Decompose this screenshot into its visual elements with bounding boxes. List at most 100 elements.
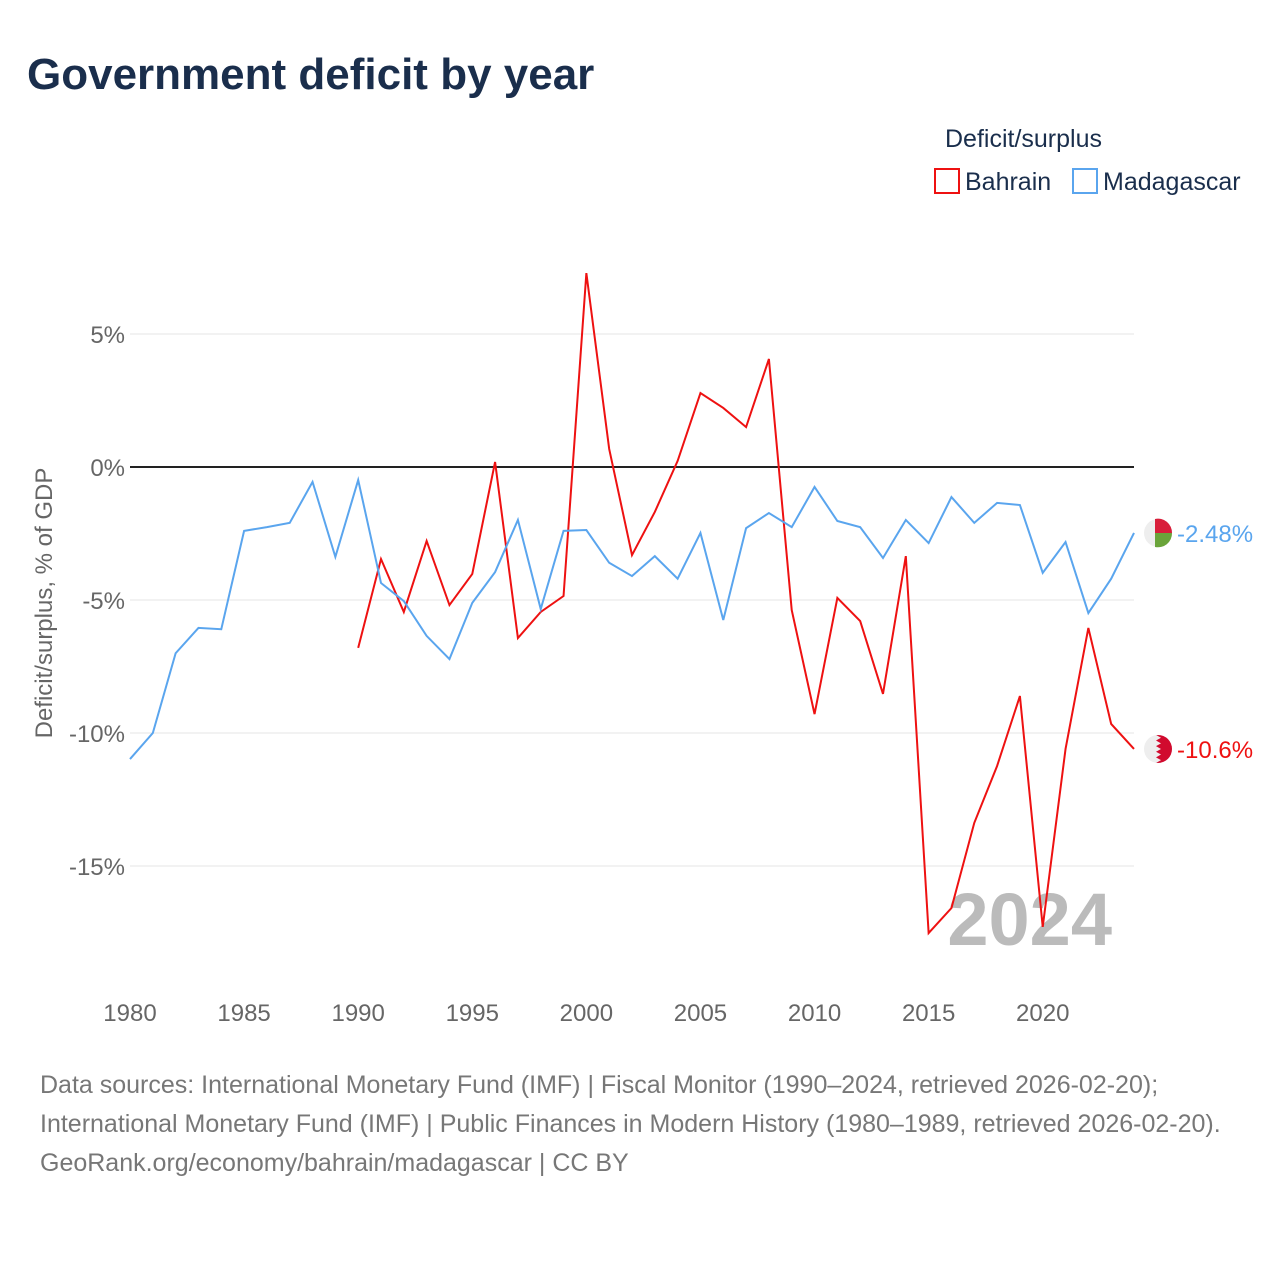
end-label-bahrain: -10.6% (1177, 737, 1253, 764)
data-point-madagascar[interactable] (241, 528, 247, 534)
data-point-madagascar[interactable] (332, 554, 338, 560)
data-point-madagascar[interactable] (446, 656, 452, 662)
data-point-bahrain[interactable] (971, 820, 977, 826)
legend-label-bahrain: Bahrain (965, 168, 1051, 196)
data-point-bahrain[interactable] (1108, 721, 1114, 727)
y-axis-label: Deficit/surplus, % of GDP (31, 468, 58, 739)
data-point-madagascar[interactable] (150, 730, 156, 736)
data-point-bahrain[interactable] (606, 446, 612, 452)
data-point-madagascar[interactable] (812, 484, 818, 490)
x-tick-label: 1995 (446, 1000, 499, 1027)
x-tick-label: 2020 (1016, 1000, 1069, 1027)
data-point-madagascar[interactable] (834, 518, 840, 524)
data-point-madagascar[interactable] (378, 580, 384, 586)
sources-text: Data sources: International Monetary Fun… (40, 1071, 1221, 1138)
data-point-bahrain[interactable] (446, 602, 452, 608)
legend-title: Deficit/surplus (945, 125, 1102, 153)
data-point-madagascar[interactable] (195, 625, 201, 631)
year-watermark: 2024 (947, 878, 1112, 961)
data-point-madagascar[interactable] (1017, 502, 1023, 508)
data-point-madagascar[interactable] (903, 517, 909, 523)
data-point-madagascar[interactable] (287, 520, 293, 526)
data-point-madagascar[interactable] (1108, 576, 1114, 582)
data-point-madagascar[interactable] (310, 479, 316, 485)
data-point-bahrain[interactable] (355, 645, 361, 651)
data-point-bahrain[interactable] (401, 609, 407, 615)
data-point-madagascar[interactable] (561, 528, 567, 534)
data-point-madagascar[interactable] (583, 527, 589, 533)
data-point-bahrain[interactable] (697, 390, 703, 396)
data-point-madagascar[interactable] (469, 600, 475, 606)
data-point-bahrain[interactable] (812, 711, 818, 717)
data-point-bahrain[interactable] (766, 356, 772, 362)
data-point-madagascar[interactable] (606, 560, 612, 566)
data-point-madagascar[interactable] (424, 633, 430, 639)
data-point-madagascar[interactable] (355, 477, 361, 483)
data-point-bahrain[interactable] (629, 552, 635, 558)
data-point-madagascar[interactable] (743, 525, 749, 531)
data-point-bahrain[interactable] (1085, 625, 1091, 631)
data-point-madagascar[interactable] (1085, 610, 1091, 616)
data-point-madagascar[interactable] (697, 530, 703, 536)
data-point-madagascar[interactable] (971, 520, 977, 526)
chart-title: Government deficit by year (27, 50, 595, 99)
data-point-bahrain[interactable] (515, 635, 521, 641)
legend-madagascar[interactable]: Madagascar (1072, 168, 1241, 196)
data-point-madagascar[interactable] (948, 494, 954, 500)
data-point-madagascar[interactable] (492, 569, 498, 575)
data-point-madagascar[interactable] (994, 500, 1000, 506)
data-point-madagascar[interactable] (173, 650, 179, 656)
data-point-bahrain[interactable] (675, 458, 681, 464)
data-point-madagascar[interactable] (264, 524, 270, 530)
data-point-madagascar[interactable] (1040, 570, 1046, 576)
data-point-bahrain[interactable] (857, 618, 863, 624)
data-point-madagascar[interactable] (675, 576, 681, 582)
legend-swatch-madagascar (1072, 168, 1098, 194)
data-point-bahrain[interactable] (424, 538, 430, 544)
data-point-bahrain[interactable] (834, 595, 840, 601)
data-point-bahrain[interactable] (1063, 746, 1069, 752)
data-point-bahrain[interactable] (378, 556, 384, 562)
x-tick-label: 2000 (560, 1000, 613, 1027)
data-point-bahrain[interactable] (469, 571, 475, 577)
data-point-bahrain[interactable] (880, 691, 886, 697)
y-tick-label: -15% (69, 854, 125, 881)
data-point-bahrain[interactable] (1040, 924, 1046, 930)
y-tick-label: -5% (82, 588, 125, 615)
data-point-bahrain[interactable] (1131, 746, 1137, 752)
data-point-madagascar[interactable] (629, 573, 635, 579)
legend-label-madagascar: Madagascar (1103, 168, 1241, 196)
data-point-madagascar[interactable] (720, 617, 726, 623)
data-point-bahrain[interactable] (789, 607, 795, 613)
data-point-madagascar[interactable] (1063, 539, 1069, 545)
data-point-bahrain[interactable] (492, 459, 498, 465)
data-point-madagascar[interactable] (789, 524, 795, 530)
data-point-madagascar[interactable] (218, 626, 224, 632)
data-point-bahrain[interactable] (994, 763, 1000, 769)
data-point-madagascar[interactable] (538, 606, 544, 612)
data-point-madagascar[interactable] (652, 553, 658, 559)
data-point-madagascar[interactable] (880, 555, 886, 561)
series-line-bahrain[interactable] (357, 272, 1135, 936)
data-point-bahrain[interactable] (561, 593, 567, 599)
data-point-madagascar[interactable] (857, 524, 863, 530)
data-point-bahrain[interactable] (743, 424, 749, 430)
data-point-bahrain[interactable] (583, 270, 589, 276)
data-point-madagascar[interactable] (1131, 530, 1137, 536)
data-point-madagascar[interactable] (515, 517, 521, 523)
data-point-bahrain[interactable] (1017, 693, 1023, 699)
data-point-bahrain[interactable] (720, 405, 726, 411)
legend-bahrain[interactable]: Bahrain (934, 168, 1051, 196)
x-tick-label: 1985 (217, 1000, 270, 1027)
credit-link[interactable]: GeoRank.org/economy/bahrain/madagascar |… (40, 1149, 629, 1177)
flag-bahrain-icon (1144, 734, 1172, 763)
data-point-bahrain[interactable] (652, 509, 658, 515)
data-point-bahrain[interactable] (948, 905, 954, 911)
data-point-madagascar[interactable] (926, 540, 932, 546)
data-point-bahrain[interactable] (926, 930, 932, 936)
data-point-bahrain[interactable] (903, 553, 909, 559)
data-point-madagascar[interactable] (127, 756, 133, 762)
series-line-madagascar[interactable] (129, 476, 1135, 760)
data-point-madagascar[interactable] (401, 598, 407, 604)
data-point-madagascar[interactable] (766, 510, 772, 516)
